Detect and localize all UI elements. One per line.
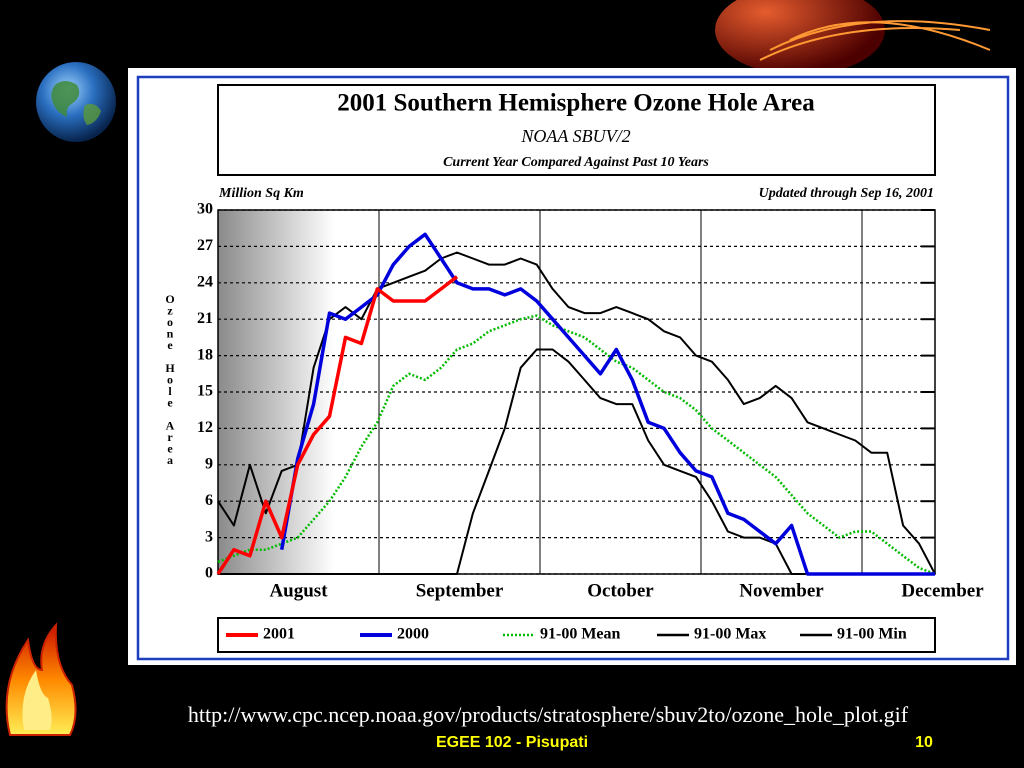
source-url: http://www.cpc.ncep.noaa.gov/products/st… — [188, 702, 909, 727]
legend-label: 91-00 Max — [694, 626, 766, 643]
page-number: 10 — [915, 734, 933, 751]
series-line — [279, 232, 935, 576]
x-tick-label: October — [587, 580, 654, 601]
legend-label: 91-00 Min — [837, 626, 907, 643]
earth-icon — [36, 62, 116, 142]
units-label: Million Sq Km — [218, 186, 304, 201]
x-tick-label: December — [901, 580, 984, 601]
title-box — [217, 84, 936, 176]
series-line — [216, 275, 459, 575]
y-tick-label: 24 — [197, 273, 213, 290]
y-tick-label: 0 — [205, 565, 213, 582]
flame-icon — [5, 622, 77, 736]
legend-label: 91-00 Mean — [540, 626, 621, 643]
chart-title: 2001 Southern Hemisphere Ozone Hole Area — [337, 90, 815, 117]
y-tick-label: 21 — [197, 310, 213, 327]
y-tick-label: 12 — [197, 419, 213, 436]
y-tick-label: 30 — [197, 201, 213, 218]
y-tick-label: 3 — [205, 528, 213, 545]
sun-decoration — [715, 0, 991, 75]
y-tick-label: 15 — [197, 383, 213, 400]
y-tick-label: 18 — [197, 346, 213, 363]
update-note: Updated through Sep 16, 2001 — [759, 186, 934, 201]
series-line — [217, 314, 936, 576]
y-tick-label: 27 — [197, 237, 213, 254]
legend-box — [217, 617, 936, 653]
chart-subtitle-2: Current Year Compared Against Past 10 Ye… — [443, 155, 709, 170]
x-tick-label: August — [269, 580, 328, 601]
y-tick-label: 6 — [205, 492, 213, 509]
chart-border — [136, 75, 1010, 661]
y-tick-label: 9 — [205, 455, 213, 472]
x-tick-label: November — [739, 580, 824, 601]
footer: EGEE 102 - Pisupati — [436, 734, 588, 751]
legend-label: 2000 — [397, 626, 429, 643]
chart-subtitle: NOAA SBUV/2 — [520, 126, 630, 146]
plot-frame — [217, 209, 936, 575]
x-tick-label: September — [416, 580, 504, 601]
legend-label: 2001 — [263, 626, 295, 643]
series-line — [217, 251, 936, 575]
